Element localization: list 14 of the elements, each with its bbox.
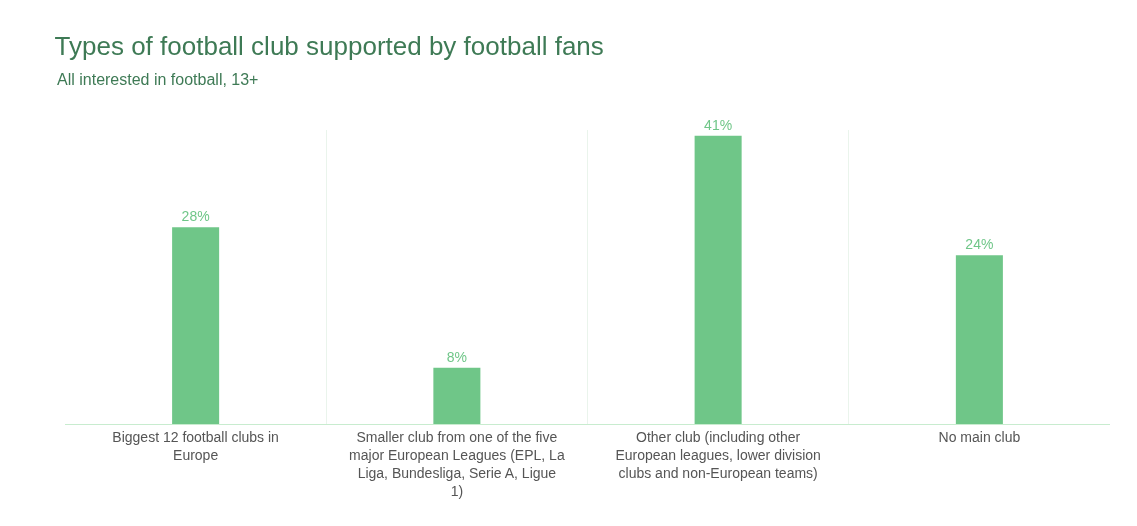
bar [172, 227, 220, 424]
data-label: 24% [965, 236, 994, 253]
data-label: 8% [446, 348, 467, 365]
x-tick-label: Biggest 12 football clubs in Europe [112, 428, 279, 463]
data-label: 41% [704, 116, 733, 133]
bar [694, 135, 742, 424]
x-tick-label: Smaller club from one of the five major European Leagues (EPL, La Liga, Bundesliga, Serie A, Ligue 1) [349, 428, 565, 500]
chart-title: Types of football club supported by football fans [54, 31, 604, 62]
bar [955, 255, 1003, 424]
bar [433, 367, 481, 424]
x-tick-label: Other club (including other European leagues, lower division clubs and non-European teams) [615, 428, 821, 482]
x-tick-label: No main club [938, 428, 1021, 445]
chart-subtitle: All interested in football, 13+ [57, 71, 259, 88]
data-label: 28% [181, 208, 210, 225]
